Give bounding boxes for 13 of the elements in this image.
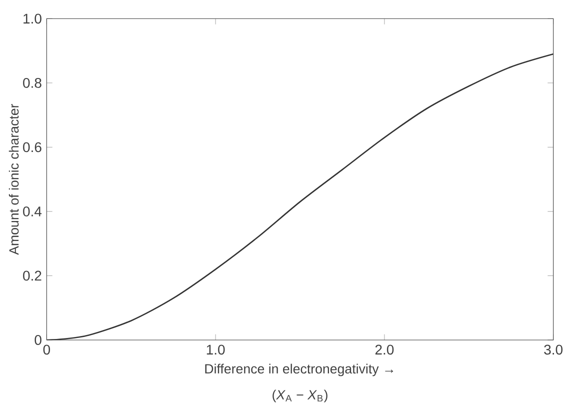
x-tick-label: 3.0	[544, 344, 563, 355]
x-tick-label: 2.0	[375, 344, 394, 355]
y-axis-title: Amount of ionic character	[8, 104, 19, 255]
x-tick-label: 0	[43, 344, 50, 355]
y-tick-label: 0	[34, 335, 42, 345]
y-tick-label: 1.0	[24, 14, 42, 24]
text: (X$_{A}$ − X$_{B}$)	[272, 390, 328, 402]
y-tick-label: 0.2	[23, 270, 42, 281]
y-tick-label: 0.4	[23, 206, 42, 216]
y-tick-label: 0.8	[23, 78, 42, 88]
x-tick-label: 1.0	[206, 344, 225, 355]
x-axis-title: Difference in electronegativity →	[205, 364, 394, 376]
y-tick-label: 0.6	[23, 142, 42, 152]
